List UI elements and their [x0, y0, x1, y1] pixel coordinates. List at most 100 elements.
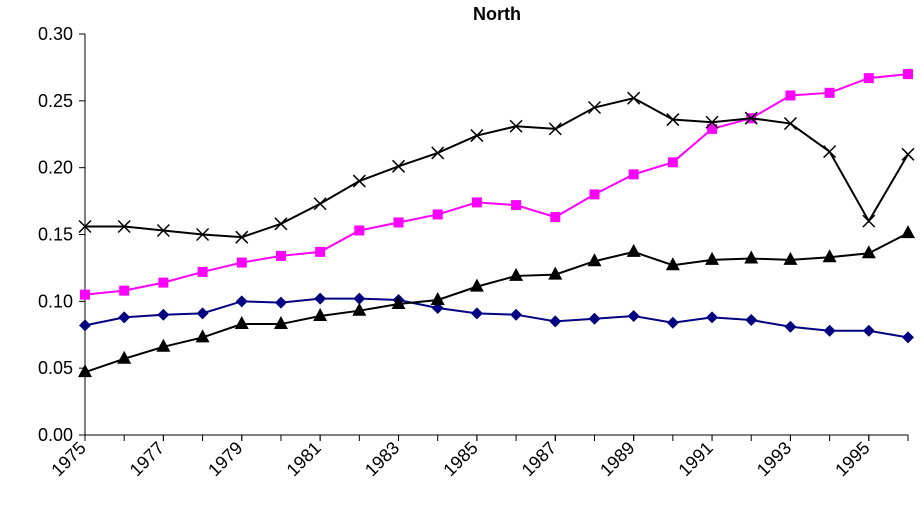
- y-tick-label: 0.15: [38, 225, 73, 245]
- marker: [354, 225, 365, 236]
- marker: [432, 209, 443, 220]
- y-tick-label: 0.00: [38, 425, 73, 445]
- marker: [391, 296, 406, 310]
- marker: [195, 329, 210, 343]
- marker: [744, 111, 758, 125]
- marker: [783, 251, 798, 265]
- series-line: [84, 297, 909, 339]
- marker: [274, 296, 287, 309]
- marker: [627, 91, 641, 105]
- marker: [785, 90, 796, 101]
- marker: [667, 157, 678, 168]
- marker: [666, 113, 680, 127]
- marker: [391, 159, 406, 173]
- marker: [117, 350, 132, 364]
- marker: [665, 257, 680, 271]
- marker: [273, 316, 288, 330]
- marker: [119, 285, 130, 296]
- marker: [313, 308, 328, 322]
- marker: [157, 308, 170, 321]
- marker: [510, 308, 523, 321]
- marker: [471, 197, 482, 208]
- marker: [626, 243, 641, 257]
- marker: [353, 292, 366, 305]
- marker: [196, 307, 209, 320]
- series-line: [84, 73, 909, 296]
- x-tick-label: 1991: [674, 438, 716, 480]
- marker: [431, 146, 445, 160]
- series-line: [84, 232, 909, 374]
- x-tick-label: 1989: [596, 438, 638, 480]
- marker: [587, 100, 602, 115]
- marker: [274, 217, 288, 231]
- marker: [706, 311, 719, 324]
- marker: [745, 314, 758, 327]
- marker: [823, 324, 836, 337]
- marker: [589, 189, 600, 200]
- marker: [628, 169, 639, 180]
- marker: [469, 278, 484, 292]
- marker: [197, 266, 208, 277]
- marker: [587, 253, 602, 267]
- series-line: [85, 97, 909, 239]
- chart-title: North: [473, 4, 521, 24]
- marker: [236, 257, 247, 268]
- marker: [79, 319, 91, 332]
- marker: [509, 267, 524, 281]
- marker: [314, 292, 327, 305]
- x-tick-label: 1981: [283, 438, 325, 480]
- marker: [707, 123, 718, 134]
- marker: [470, 307, 483, 320]
- y-tick-label: 0.25: [38, 91, 73, 111]
- x-tick-label: 1985: [439, 438, 481, 480]
- marker: [275, 250, 286, 261]
- marker: [862, 214, 876, 228]
- marker: [823, 145, 837, 159]
- marker: [313, 197, 327, 211]
- y-tick-label: 0.20: [38, 158, 73, 178]
- marker: [234, 316, 249, 330]
- marker: [393, 217, 404, 228]
- marker: [901, 225, 915, 239]
- marker: [117, 219, 131, 234]
- x-tick-label: 1979: [204, 438, 246, 480]
- marker: [156, 338, 171, 352]
- marker: [863, 73, 874, 84]
- y-tick-label: 0.10: [38, 291, 73, 311]
- marker: [511, 200, 522, 211]
- marker: [862, 324, 875, 337]
- marker: [235, 295, 248, 308]
- marker: [824, 87, 835, 98]
- marker: [80, 289, 90, 300]
- y-tick-label: 0.30: [38, 24, 73, 44]
- marker: [901, 147, 915, 161]
- marker: [156, 223, 170, 238]
- marker: [548, 266, 563, 280]
- marker: [705, 115, 719, 129]
- marker: [78, 219, 92, 234]
- marker: [78, 364, 92, 378]
- marker: [549, 315, 562, 328]
- marker: [902, 331, 914, 344]
- marker: [666, 316, 679, 329]
- marker: [903, 69, 913, 80]
- marker: [431, 302, 444, 315]
- x-tick-label: 1995: [831, 438, 873, 480]
- marker: [705, 251, 720, 265]
- marker: [235, 230, 249, 244]
- marker: [315, 246, 326, 257]
- marker: [352, 174, 366, 188]
- x-tick-label: 1993: [753, 438, 795, 480]
- x-tick-label: 1977: [126, 438, 168, 480]
- marker: [196, 227, 210, 242]
- marker: [744, 250, 759, 264]
- marker: [158, 277, 169, 288]
- marker: [118, 311, 131, 324]
- marker: [352, 302, 367, 316]
- marker: [822, 249, 837, 263]
- marker: [430, 291, 445, 305]
- marker: [548, 122, 562, 136]
- marker: [550, 212, 561, 223]
- marker: [588, 312, 601, 325]
